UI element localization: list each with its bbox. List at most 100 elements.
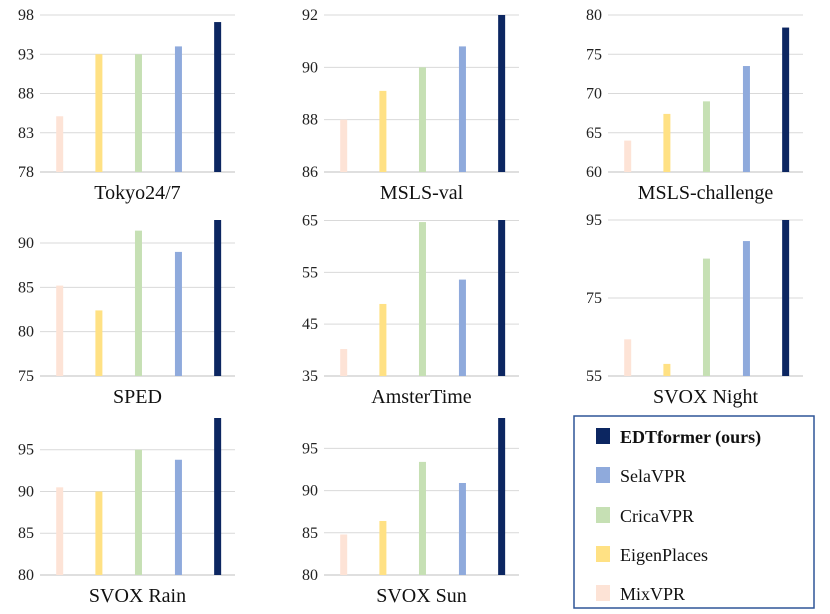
legend-item-cricavpr: CricaVPR [596,506,694,526]
legend-item-mixvpr: MixVPR [596,584,685,604]
y-tick-label-svox-night-2: 95 [586,212,602,229]
bar-svox-rain-mixvpr [56,487,64,575]
chart-title-tokyo24-7: Tokyo24/7 [94,182,180,204]
legend-label-selavpr: SelaVPR [620,466,686,486]
bar-tokyo24-7-edtformer-ours [214,22,222,172]
y-tick-label-tokyo24-7-0: 78 [18,164,34,181]
legend: EDTformer (ours) SelaVPR CricaVPR EigenP… [573,415,815,609]
y-tick-label-svox-rain-1: 85 [18,525,34,542]
bar-svox-night-edtformer-ours [782,220,790,376]
bar-svox-night-selavpr [742,241,750,376]
y-tick-label-svox-sun-0: 80 [302,567,318,584]
y-tick-label-amstertime-0: 35 [302,368,318,385]
y-tick-label-msls-val-1: 88 [302,112,318,129]
bar-svox-rain-cricavpr [134,449,142,575]
bar-amstertime-mixvpr [340,349,348,376]
charts-group: 78 83 88 93 98 Tokyo24/7 86 88 90 92 MSLS-val 60 65 7… [18,7,803,607]
chart-svox-rain: 80 85 90 95 SVOX Rain [18,418,235,607]
bar-sped-cricavpr [134,230,142,376]
bar-msls-val-eigenplaces [379,90,387,172]
bar-svox-sun-selavpr [458,482,466,575]
y-tick-label-msls-challenge-3: 75 [586,46,602,63]
legend-item-eigenplaces: EigenPlaces [596,545,708,565]
bar-msls-challenge-cricavpr [702,101,710,172]
y-tick-label-tokyo24-7-3: 93 [18,46,34,63]
chart-title-svox-sun: SVOX Sun [376,585,467,607]
bar-sped-eigenplaces [95,310,103,376]
y-tick-label-msls-challenge-0: 60 [586,164,602,181]
bar-amstertime-selavpr [458,279,466,376]
chart-amstertime: 35 45 55 65 AmsterTime [302,213,519,408]
y-tick-label-tokyo24-7-4: 98 [18,7,34,24]
bar-svox-night-eigenplaces [663,363,671,376]
legend-swatch-mixvpr [596,585,610,601]
y-tick-label-svox-rain-3: 95 [18,442,34,459]
bar-tokyo24-7-eigenplaces [95,54,103,172]
chart-svox-sun: 80 85 90 95 SVOX Sun [302,418,519,607]
legend-label-cricavpr: CricaVPR [620,506,694,526]
legend-item-edtformer: EDTformer (ours) [596,427,761,448]
legend-label-eigenplaces: EigenPlaces [620,545,708,565]
y-tick-label-svox-rain-2: 90 [18,483,34,500]
bar-svox-sun-edtformer-ours [498,418,506,575]
chart-svox-night: 55 75 95 SVOX Night [586,212,803,408]
y-tick-label-svox-night-0: 55 [586,368,602,385]
bar-msls-val-cricavpr [418,67,426,172]
y-tick-label-tokyo24-7-1: 83 [18,125,34,142]
y-tick-label-msls-val-3: 92 [302,7,318,24]
legend-item-selavpr: SelaVPR [596,466,686,486]
bar-msls-challenge-selavpr [742,66,750,172]
legend-swatch-cricavpr [596,507,610,523]
bar-svox-rain-edtformer-ours [214,418,222,575]
y-tick-label-sped-0: 75 [18,368,34,385]
bar-svox-night-cricavpr [702,258,710,376]
y-tick-label-sped-1: 80 [18,324,34,341]
bar-sped-selavpr [174,251,182,376]
y-tick-label-svox-sun-1: 85 [302,525,318,542]
y-tick-label-svox-sun-2: 90 [302,483,318,500]
chart-msls-challenge: 60 65 70 75 80 MSLS-challenge [586,7,803,204]
bar-amstertime-cricavpr [418,222,426,376]
bar-tokyo24-7-selavpr [174,46,182,172]
y-tick-label-amstertime-1: 45 [302,316,318,333]
bar-amstertime-eigenplaces [379,303,387,376]
chart-title-msls-val: MSLS-val [380,182,464,204]
bar-msls-challenge-eigenplaces [663,113,671,172]
bar-svox-sun-cricavpr [418,461,426,575]
bar-svox-sun-eigenplaces [379,520,387,575]
bar-sped-edtformer-ours [214,220,222,376]
bar-msls-challenge-edtformer-ours [782,27,790,173]
y-tick-label-svox-sun-3: 95 [302,440,318,457]
chart-msls-val: 86 88 90 92 MSLS-val [302,7,519,204]
chart-title-svox-rain: SVOX Rain [89,585,186,607]
legend-label-mixvpr: MixVPR [620,584,685,604]
bar-tokyo24-7-mixvpr [56,116,64,172]
y-tick-label-amstertime-2: 55 [302,264,318,281]
y-tick-label-msls-val-0: 86 [302,164,318,181]
y-tick-label-svox-rain-0: 80 [18,567,34,584]
bar-msls-val-selavpr [458,46,466,172]
chart-title-msls-challenge: MSLS-challenge [638,182,774,204]
bar-sped-mixvpr [56,285,64,376]
y-tick-label-sped-2: 85 [18,279,34,296]
bar-msls-val-mixvpr [340,119,348,172]
y-tick-label-msls-challenge-1: 65 [586,125,602,142]
y-tick-label-msls-challenge-4: 80 [586,7,602,24]
y-tick-label-msls-challenge-2: 70 [586,86,602,103]
y-tick-label-tokyo24-7-2: 88 [18,86,34,103]
bar-svox-rain-eigenplaces [95,491,103,575]
legend-swatch-selavpr [596,467,610,483]
bar-svox-rain-selavpr [174,459,182,575]
y-tick-label-msls-val-2: 90 [302,59,318,76]
y-tick-label-svox-night-1: 75 [586,290,602,307]
chart-title-amstertime: AmsterTime [371,386,472,408]
legend-swatch-edtformer [596,428,610,444]
bar-svox-sun-mixvpr [340,534,348,575]
y-tick-label-sped-3: 90 [18,235,34,252]
chart-sped: 75 80 85 90 SPED [18,220,235,408]
legend-label-edtformer: EDTformer (ours) [620,427,761,448]
bar-msls-challenge-mixvpr [624,140,632,172]
bar-svox-night-mixvpr [624,339,632,376]
bar-msls-val-edtformer-ours [498,15,506,172]
